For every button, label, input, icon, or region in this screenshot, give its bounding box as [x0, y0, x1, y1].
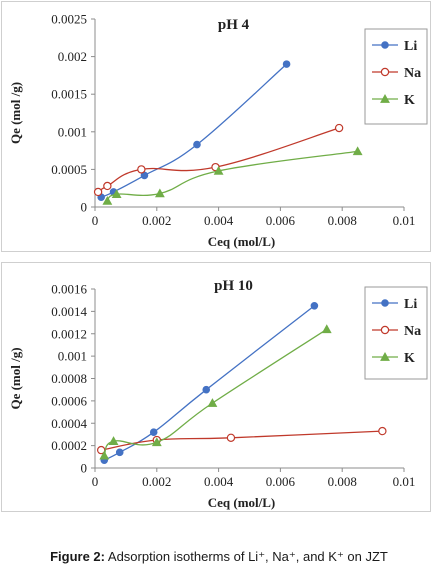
data-point-na [103, 181, 112, 191]
legend-label-k: K [404, 93, 415, 108]
data-point-k [154, 188, 165, 198]
data-point-na [93, 187, 103, 197]
x-axis-label: Ceq (mol/L) [208, 234, 276, 249]
data-point-na [334, 123, 344, 133]
data-point-k [207, 398, 218, 407]
y-tick-label: 0.002 [58, 49, 87, 64]
y-axis-label: Qe (mol /g) [8, 82, 23, 144]
x-tick-label: 0 [92, 213, 99, 228]
x-tick-label: 0.002 [142, 474, 171, 489]
legend-label-na: Na [404, 66, 421, 81]
x-tick-label: 0.008 [328, 474, 357, 489]
legend-marker-li [381, 41, 389, 49]
data-point-k [321, 324, 332, 334]
data-point-k [352, 146, 363, 156]
y-tick-label: 0 [81, 461, 88, 476]
y-tick-label: 0.0012 [51, 326, 87, 341]
y-tick-label: 0.0002 [51, 438, 87, 453]
figure-caption: Figure 2: Adsorption isotherms of Li⁺, N… [0, 549, 438, 565]
data-point-li [115, 448, 124, 457]
chart-panel-ph4: 0 0.0005 0.001 0.0015 0.002 0.0025 0 0.002 0.004… [1, 1, 431, 252]
x-tick-label: 0.006 [266, 474, 296, 489]
data-point-na [226, 433, 236, 442]
legend-marker-li [381, 299, 389, 307]
y-tick-label: 0.001 [58, 349, 87, 364]
data-point-li [193, 140, 201, 149]
y-tick-label: 0.001 [58, 124, 87, 139]
x-tick-label: 0.004 [204, 213, 234, 228]
x-tick-label: 0.006 [266, 213, 296, 228]
x-tick-label: 0.01 [393, 213, 416, 228]
series-line-li [100, 63, 288, 198]
x-tick-label: 0.004 [204, 474, 234, 489]
legend-label-k: K [404, 351, 415, 366]
legend-marker-na [380, 325, 390, 335]
caption-label: Figure 2: [50, 549, 105, 564]
series-line-na [101, 430, 383, 451]
data-point-na [378, 426, 387, 436]
y-tick-label: 0.0016 [51, 282, 87, 297]
series-line-k [103, 328, 328, 457]
data-point-li [282, 60, 291, 68]
legend-marker-k [380, 93, 390, 103]
y-axis-label: Qe (mol /g) [8, 347, 23, 409]
series-line-na [97, 127, 340, 193]
y-tick-label: 0.0015 [51, 87, 87, 102]
x-tick-label: 0 [92, 474, 99, 489]
y-tick-label: 0.0004 [51, 416, 87, 431]
y-tick-label: 0.0008 [51, 371, 87, 386]
caption-text: Adsorption isotherms of Li⁺, Na⁺, and K⁺… [105, 549, 388, 564]
chart-ph4: 0 0.0005 0.001 0.0015 0.002 0.0025 0 0.002 0.004… [8, 12, 428, 249]
data-point-li [202, 385, 211, 394]
legend-label-na: Na [404, 324, 421, 339]
y-tick-label: 0 [81, 200, 88, 215]
legend-marker-k [380, 351, 390, 361]
x-tick-label: 0.002 [142, 213, 171, 228]
data-point-k [99, 450, 110, 460]
data-point-li [149, 428, 158, 436]
chart-ph10: 0 0.0002 0.0004 0.0006 0.0008 0.001 0.0012 0.00… [8, 278, 428, 510]
x-tick-label: 0.01 [393, 474, 416, 489]
series-line-li [103, 305, 315, 461]
legend-label-li: Li [404, 297, 417, 312]
y-tick-label: 0.0025 [51, 12, 87, 27]
y-tick-label: 0.0006 [51, 393, 87, 408]
data-point-k [213, 165, 224, 175]
series-line-k [106, 150, 358, 202]
data-point-k [108, 436, 119, 445]
chart-panel-ph10: 0 0.0002 0.0004 0.0006 0.0008 0.001 0.0012 0.00… [1, 262, 431, 512]
chart-title: pH 4 [218, 17, 250, 33]
x-tick-label: 0.008 [328, 213, 357, 228]
x-axis-label: Ceq (mol/L) [208, 495, 276, 510]
y-tick-label: 0.0005 [51, 162, 87, 177]
data-point-li [310, 301, 319, 310]
data-point-k [111, 189, 122, 199]
legend-marker-na [380, 67, 390, 77]
legend-label-li: Li [404, 39, 417, 54]
legend-box [364, 286, 428, 380]
y-tick-label: 0.0014 [51, 304, 87, 319]
data-point-k [151, 437, 162, 447]
data-point-na [137, 165, 146, 174]
data-point-k [102, 195, 113, 205]
chart-title: pH 10 [214, 278, 253, 294]
